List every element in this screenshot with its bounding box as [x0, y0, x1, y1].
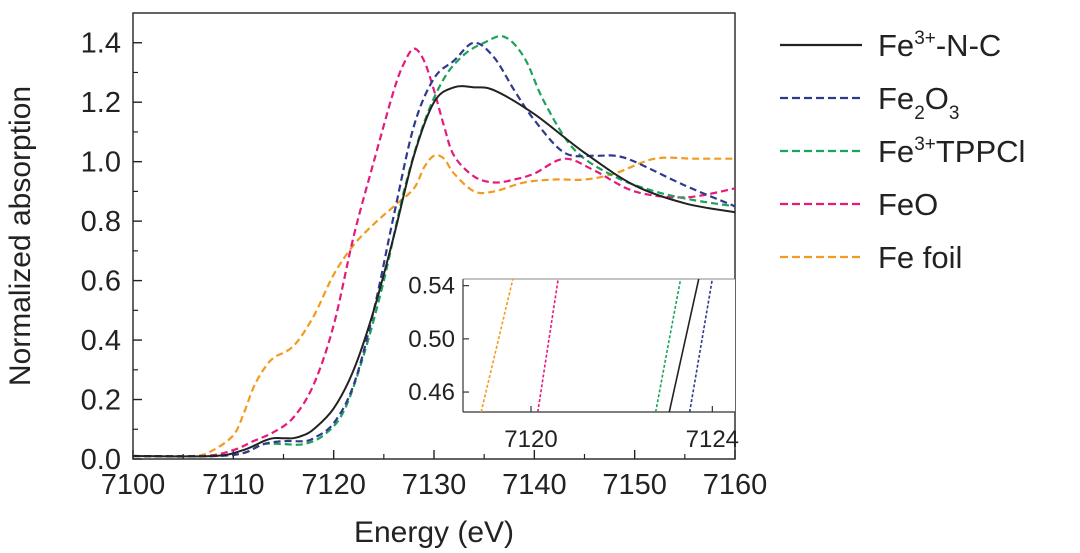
main-series [133, 35, 735, 458]
x-tick-label: 7120 [301, 469, 366, 501]
inset-line-feo [537, 279, 559, 412]
legend-item-fe-foil: Fe foil [780, 240, 962, 275]
x-tick-label: 7150 [602, 469, 667, 501]
y-tick-label: 1.0 [81, 147, 121, 179]
x-tick-label: 7110 [202, 469, 264, 501]
series-line-fe-foil [133, 154, 735, 458]
inset-y-tick-label: 0.54 [408, 273, 455, 300]
legend: Fe3+-N-C Fe2O3 Fe3+TPPCl FeO Fe foil [780, 28, 1025, 275]
legend-label: Fe3+-N-C [878, 28, 1001, 63]
x-tick-label: 7160 [703, 469, 768, 501]
x-tick-label: 7130 [402, 469, 467, 501]
legend-item-feo: FeO [780, 187, 938, 222]
legend-label: Fe3+TPPCl [878, 134, 1025, 169]
y-tick-label: 0.4 [81, 325, 121, 357]
x-axis-title: Energy (eV) [354, 516, 514, 549]
y-tick-label: 1.4 [81, 28, 121, 60]
main-axes: 7100 7110 7120 7130 7140 7150 7160 0.0 0.2 0.4 0.6… [81, 12, 768, 501]
inset-x-tick-label: 7124 [686, 426, 739, 453]
legend-label: FeO [878, 187, 938, 222]
legend-label: Fe foil [878, 240, 962, 275]
y-tick-label: 0.8 [81, 206, 121, 238]
inset-series [480, 279, 714, 412]
inset-line-fe-foil [480, 279, 514, 412]
y-axis-title: Normalized absorption [4, 86, 37, 386]
y-tick-label: 0.6 [81, 266, 121, 298]
y-tick-label: 1.2 [81, 87, 121, 119]
inset-line-fe3-n-c [668, 279, 700, 412]
y-tick-label: 0.2 [81, 385, 121, 417]
legend-item-fe2o3: Fe2O3 [780, 81, 959, 124]
series-line-feo [133, 47, 735, 458]
inset-background [463, 279, 735, 412]
inset-y-tick-label: 0.46 [408, 379, 455, 406]
inset-x-tick-label: 7120 [504, 426, 557, 453]
y-tick-label: 0.0 [81, 444, 121, 476]
legend-item-fe3-n-c: Fe3+-N-C [780, 28, 1001, 63]
legend-label: Fe2O3 [878, 81, 959, 124]
inset-plot: 0.46 0.50 0.54 7120 7124 [408, 273, 739, 453]
inset-line-fe2o3 [688, 279, 714, 412]
series-line-fe3-n-c [133, 85, 735, 458]
x-tick-label: 7100 [101, 469, 166, 501]
x-tick-label: 7140 [502, 469, 567, 501]
inset-line-fe3-tppcl [654, 279, 682, 412]
legend-item-fe3-tppcl: Fe3+TPPCl [780, 134, 1025, 169]
inset-y-tick-label: 0.50 [408, 326, 455, 353]
